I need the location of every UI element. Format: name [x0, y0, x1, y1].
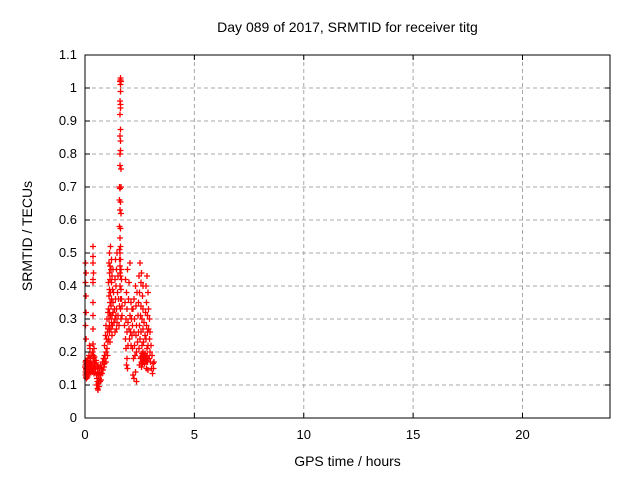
data-points-srmtid — [82, 75, 157, 393]
y-tick-label: 0.5 — [59, 245, 77, 260]
x-tick-label: 15 — [406, 427, 420, 442]
y-tick-label: 0.6 — [59, 212, 77, 227]
y-tick-label: 0.8 — [59, 146, 77, 161]
y-tick-label: 1 — [70, 80, 77, 95]
x-tick-label: 0 — [81, 427, 88, 442]
x-axis-label: GPS time / hours — [294, 453, 401, 469]
chart-title: Day 089 of 2017, SRMTID for receiver tit… — [217, 19, 478, 35]
x-tick-label: 20 — [515, 427, 529, 442]
y-tick-label: 1.1 — [59, 47, 77, 62]
y-tick-label: 0 — [70, 410, 77, 425]
y-tick-label: 0.4 — [59, 278, 77, 293]
y-tick-label: 0.7 — [59, 179, 77, 194]
y-tick-label: 0.9 — [59, 113, 77, 128]
plot-frame — [84, 54, 611, 419]
x-tick-label: 10 — [297, 427, 311, 442]
y-tick-label: 0.2 — [59, 344, 77, 359]
y-tick-label: 0.3 — [59, 311, 77, 326]
x-tick-label: 5 — [191, 427, 198, 442]
y-tick-label: 0.1 — [59, 377, 77, 392]
